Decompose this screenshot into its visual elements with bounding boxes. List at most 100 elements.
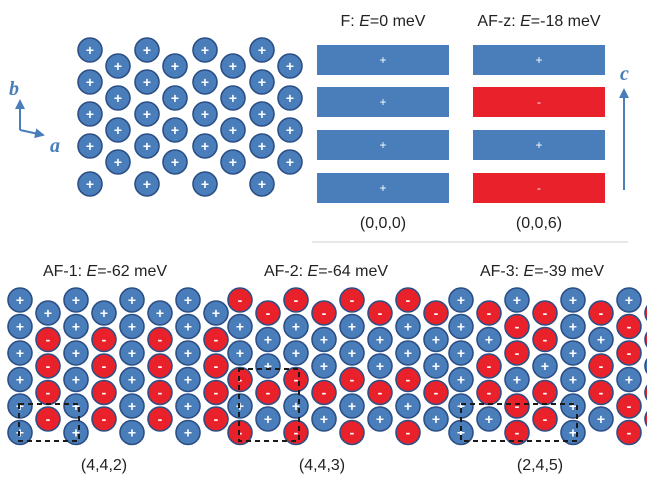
site-AF-3-3-3-sign: - <box>543 384 548 400</box>
site-AF-1-3-5-circle <box>147 379 173 406</box>
top-site-4-2-sign: + <box>201 106 209 122</box>
site-AF-2-1-6: + <box>395 313 421 340</box>
site-AF-2-4-3: + <box>311 406 337 432</box>
site-AF-1-1-1: - <box>35 326 61 353</box>
site-AF-2-4-6-circle <box>395 393 421 419</box>
site-AF-1-1-3-circle <box>91 326 117 353</box>
site-AF-2-1-1-sign: + <box>264 331 272 347</box>
site-AF-2-0-5-sign: - <box>378 305 383 321</box>
top-site-1-0: + <box>105 53 131 79</box>
site-AF-3-0-4-sign: + <box>569 292 577 308</box>
top-site-5-0: + <box>105 117 131 143</box>
site-AF-2-0-2-sign: - <box>294 292 299 308</box>
bar-F-3-sign: + <box>379 181 386 195</box>
site-AF-2-0-3-sign: - <box>322 305 327 321</box>
site-AF-1-0-1-sign: + <box>44 305 52 321</box>
site-AF-2-2-7-sign: + <box>432 358 440 374</box>
top-site-5-1-circle <box>162 117 188 143</box>
site-AF-3-3-2: + <box>504 366 530 393</box>
site-AF-2-3-7-sign: - <box>434 384 439 400</box>
site-AF-2-3-5: - <box>367 379 393 406</box>
site-AF-3-2-0-sign: + <box>457 345 465 361</box>
site-AF-2-4-3-sign: + <box>320 411 328 427</box>
site-AF-2-2-4-sign: + <box>348 345 356 361</box>
site-AF-1-2-3-sign: - <box>102 358 107 374</box>
site-AF-3-3-0-sign: + <box>457 371 465 387</box>
site-AF-1-4-3-sign: - <box>102 411 107 427</box>
site-AF-1-3-4: + <box>119 366 145 393</box>
site-AF-2-1-5-circle <box>367 326 393 353</box>
site-AF-2-4-1: + <box>255 406 281 432</box>
site-AF-3-5-0: + <box>448 419 474 446</box>
site-AF-2-1-2: + <box>283 313 309 340</box>
top-site-7-3-circle <box>277 149 303 175</box>
site-AF-1-2-1: - <box>35 353 61 379</box>
top-site-5-3-circle <box>277 117 303 143</box>
top-site-5-1-sign: + <box>171 122 179 138</box>
top-site-0-0-sign: + <box>86 42 94 58</box>
site-AF-1-2-0-circle <box>7 340 33 366</box>
a-axis-label: a <box>50 135 60 157</box>
site-AF-1-1-3-sign: - <box>102 331 107 347</box>
site-AF-3-1-2-sign: - <box>515 318 520 334</box>
site-AF-3-2-4-circle <box>560 340 586 366</box>
site-AF-1-1-0-sign: + <box>16 318 24 334</box>
site-AF-3-4-3-sign: - <box>543 411 548 427</box>
site-AF-1-2-2-circle <box>63 340 89 366</box>
panel-f-title: F: E=0 meV <box>341 13 426 30</box>
site-AF-3-1-0-circle <box>448 313 474 340</box>
top-site-3-3-sign: + <box>286 90 294 106</box>
site-AF-3-1-1-sign: + <box>485 331 493 347</box>
site-AF-2-0-6-circle <box>395 287 421 313</box>
site-AF-3-3-6: + <box>616 366 642 393</box>
site-AF-3-2-1-circle <box>476 353 502 379</box>
site-AF-2-1-7-circle <box>423 326 449 353</box>
site-AF-1-2-3: - <box>91 353 117 379</box>
top-site-5-1: + <box>162 117 188 143</box>
top-site-7-0-circle <box>105 149 131 175</box>
top-site-1-2-sign: + <box>229 58 237 74</box>
site-AF-2-2-1-sign: + <box>264 358 272 374</box>
top-site-3-3-circle <box>277 85 303 111</box>
site-AF-3-3-6-circle <box>616 366 642 393</box>
site-AF-3-3-1: - <box>476 379 502 406</box>
panel-f: F: E=0 meV + + + + (0,0,0) <box>317 13 449 232</box>
site-AF-2-1-4-sign: + <box>348 318 356 334</box>
site-AF-3-0-6: + <box>616 287 642 313</box>
a-axis-arrow <box>19 128 45 139</box>
top-site-0-2-sign: + <box>201 42 209 58</box>
layer-panels: F: E=0 meV + + + + (0,0,0) AF-z: E=-18 meV … <box>317 13 605 232</box>
site-AF-2-0-2: - <box>283 287 309 313</box>
site-AF-1-4-2-sign: + <box>72 398 80 414</box>
top-site-3-0-circle <box>105 85 131 111</box>
site-AF-3-1-6-circle <box>616 313 642 340</box>
top-site-6-0-circle <box>77 133 103 159</box>
site-AF-1-3-5-sign: - <box>158 384 163 400</box>
site-AF-3-3-3: - <box>532 379 558 406</box>
site-AF-1-4-3-circle <box>91 406 117 432</box>
site-AF-2-2-4-circle <box>339 340 365 366</box>
site-AF-3-3-0-circle <box>448 366 474 393</box>
site-AF-1-1-5-circle <box>147 326 173 353</box>
site-AF-1-3-6-sign: + <box>184 371 192 387</box>
top-site-8-0-sign: + <box>86 176 94 192</box>
site-AF-3-0-4: + <box>560 287 586 313</box>
site-AF-3-1-3: - <box>532 326 558 353</box>
site-AF-2-4-1-sign: + <box>264 411 272 427</box>
site-AF-3-4-2-circle <box>504 393 530 419</box>
bar-AF-z-2 <box>473 130 605 160</box>
site-AF-1-4-4-circle <box>119 393 145 419</box>
site-AF-3-1-2-circle <box>504 313 530 340</box>
site-AF-2-3-6-sign: - <box>406 371 411 387</box>
site-AF-1-4-5: - <box>147 406 173 432</box>
top-site-0-2: + <box>192 37 218 63</box>
site-AF-2-4-5-sign: + <box>376 411 384 427</box>
site-AF-1-1-1-sign: - <box>46 331 51 347</box>
site-AF-2-5-2: - <box>283 419 309 446</box>
site-AF-3-2-5-sign: - <box>599 358 604 374</box>
panel-af-2-unit-cell <box>238 368 300 442</box>
site-AF-3-0-4-circle <box>560 287 586 313</box>
bar-F-2 <box>317 130 449 160</box>
site-AF-2-4-2-circle <box>283 393 309 419</box>
